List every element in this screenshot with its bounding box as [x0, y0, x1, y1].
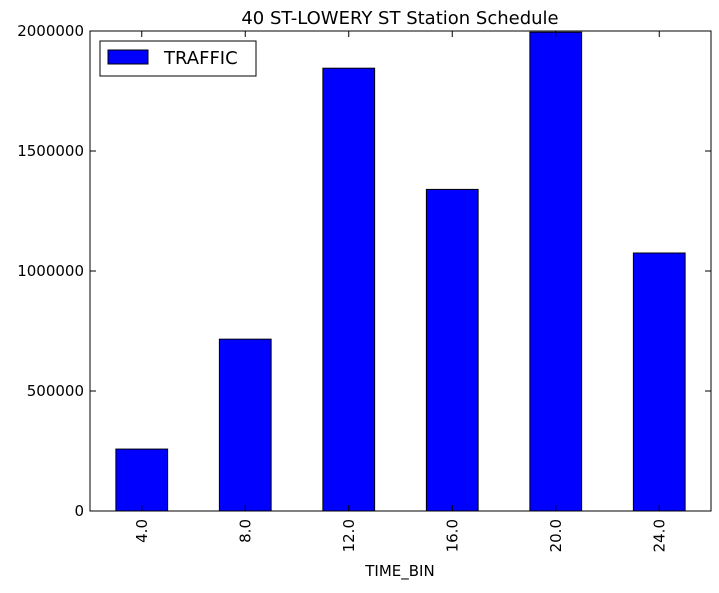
bar-12-0 — [322, 67, 376, 512]
x-axis-label: TIME_BIN — [364, 562, 434, 581]
x-tick-label: 16.0 — [443, 519, 461, 552]
x-tick-label: 24.0 — [650, 519, 668, 552]
y-tick-label: 0 — [74, 502, 84, 520]
y-tick-label: 1500000 — [17, 142, 84, 160]
legend-swatch — [107, 49, 149, 65]
x-tick-label: 20.0 — [547, 519, 565, 552]
chart-title: 40 ST-LOWERY ST Station Schedule — [241, 8, 558, 29]
x-tick-label: 4.0 — [133, 519, 151, 543]
x-tick-label: 12.0 — [340, 519, 358, 552]
y-tick-label: 500000 — [27, 382, 84, 400]
bar-20-0 — [529, 31, 583, 512]
bar-16-0 — [425, 188, 479, 512]
bars-layer — [115, 31, 686, 512]
plot-area-frame — [89, 30, 712, 512]
x-tick-label: 8.0 — [236, 519, 254, 543]
bar-24-0 — [632, 252, 686, 512]
y-tick-label: 2000000 — [17, 22, 84, 40]
y-tick-label: 1000000 — [17, 262, 84, 280]
ticks-layer: 4.0 8.0 12.0 16.0 20.0 24.0 0 500000 1000000 1500… — [17, 22, 711, 552]
bar-4-0 — [115, 448, 169, 512]
bar-8-0 — [218, 338, 272, 512]
legend-label-traffic: TRAFFIC — [163, 48, 238, 69]
legend: TRAFFIC — [99, 40, 257, 77]
